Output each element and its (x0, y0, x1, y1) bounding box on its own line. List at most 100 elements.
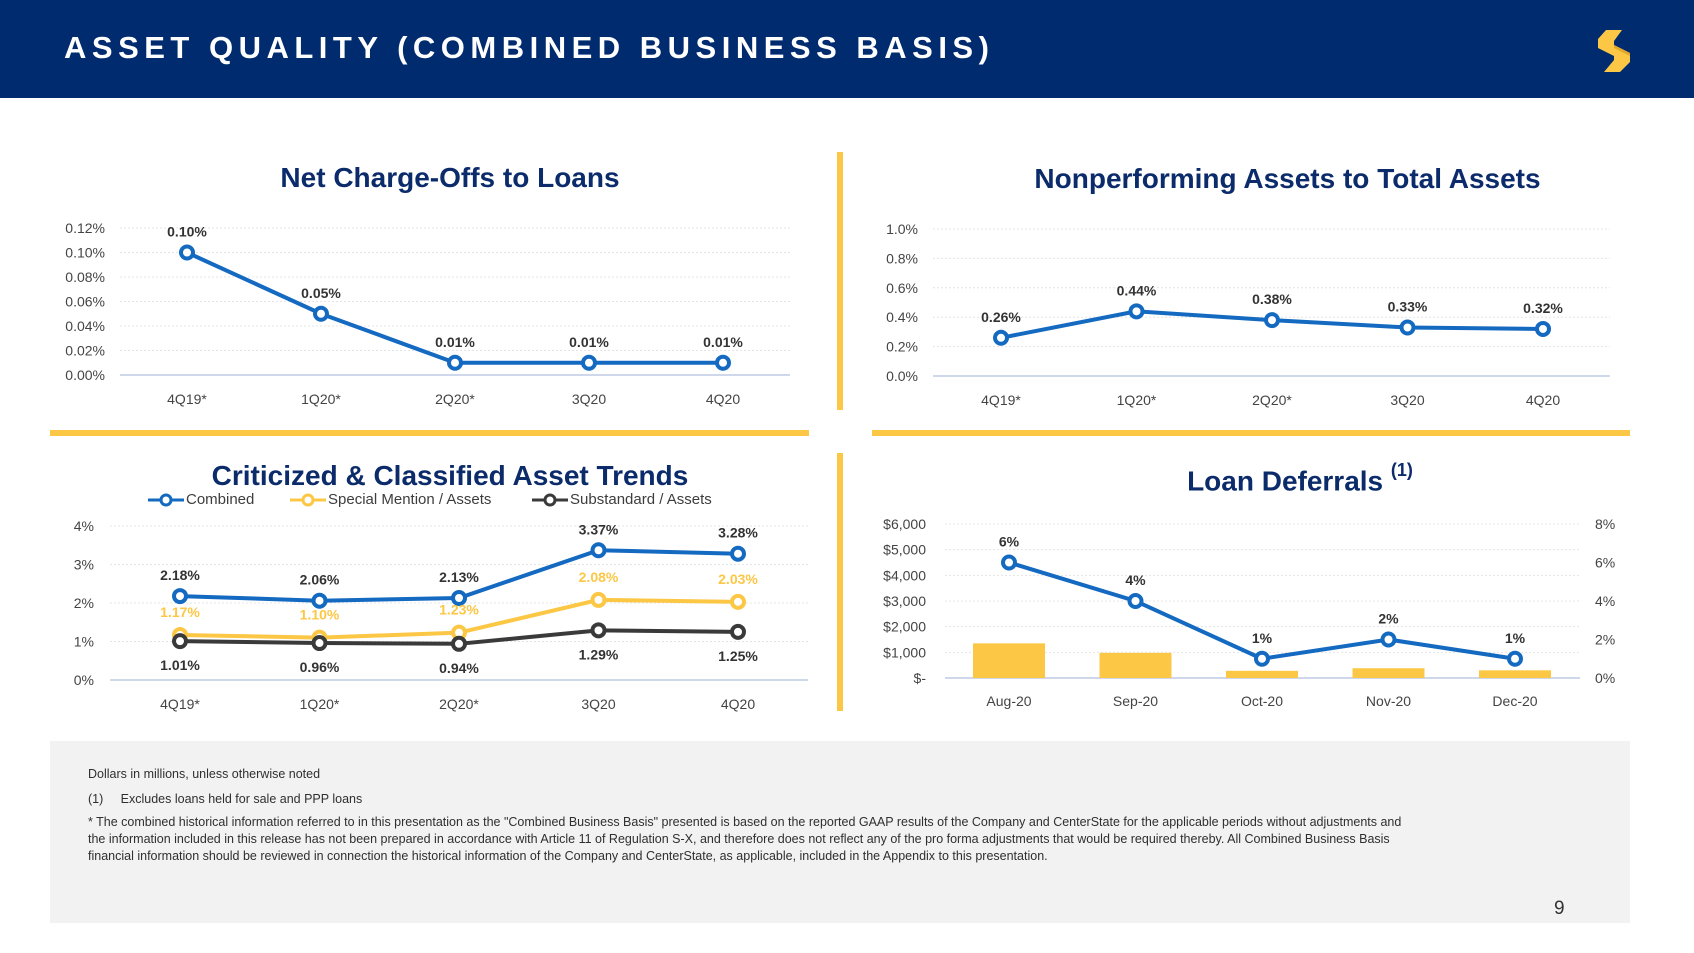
data-point (730, 623, 746, 640)
y-tick-label: 2% (74, 595, 94, 611)
y-tick-label-left: $6,000 (883, 516, 926, 532)
page-title: ASSET QUALITY (COMBINED BUSINESS BASIS) (64, 30, 995, 65)
data-label: 1.25% (718, 648, 758, 664)
legend-label-substandard: Substandard / Assets (570, 491, 712, 508)
data-point (1507, 650, 1523, 667)
data-point (590, 622, 607, 639)
x-tick-label: 4Q20 (706, 391, 740, 407)
x-tick-label: 4Q19* (167, 391, 207, 407)
footnote-panel (50, 741, 1630, 923)
page-number: 9 (1554, 898, 1565, 919)
data-point (451, 589, 467, 606)
data-point (172, 633, 188, 650)
legend-label-combined: Combined (186, 491, 255, 508)
data-point (1001, 554, 1017, 571)
legend-label-special-mention: Special Mention / Assets (328, 491, 492, 508)
y-tick-label: 0.10% (65, 245, 105, 261)
x-tick-label: Dec-20 (1492, 693, 1537, 709)
data-point (1399, 319, 1416, 336)
chart-title-loan-deferrals: Loan Deferrals (1) (1100, 460, 1500, 497)
data-label: 3.28% (718, 525, 758, 541)
data-label: 0.01% (435, 334, 475, 350)
x-tick-label: Nov-20 (1366, 693, 1411, 709)
data-point (730, 545, 746, 562)
y-tick-label-left: $5,000 (883, 542, 926, 558)
legend-marker-substandard (532, 493, 568, 507)
y-tick-label-left: $4,000 (883, 567, 926, 583)
company-logo-icon (1598, 30, 1630, 72)
x-tick-label: 3Q20 (581, 696, 615, 712)
legend-marker-combined (148, 493, 184, 507)
data-point (581, 354, 597, 371)
y-tick-label: 0% (74, 672, 94, 688)
chart-title-net-charge-offs: Net Charge-Offs to Loans (280, 162, 620, 193)
deferral-bar (1479, 670, 1551, 678)
data-label: 3.37% (579, 521, 619, 537)
loan-deferrals-title-footnote: (1) (1390, 460, 1413, 480)
data-label: 0.94% (439, 660, 479, 676)
data-point (172, 588, 188, 605)
x-tick-label: 2Q20* (435, 391, 475, 407)
y-tick-label: 0.00% (65, 367, 105, 383)
chart-title-nonperforming-assets: Nonperforming Assets to Total Assets (1034, 163, 1541, 194)
y-tick-label-left: $1,000 (883, 644, 926, 660)
y-tick-label: 0.02% (65, 343, 105, 359)
deferral-bar (973, 643, 1045, 678)
divider-horizontal-left (50, 430, 809, 436)
data-label: 2.18% (160, 567, 200, 583)
x-tick-label: 2Q20* (439, 696, 479, 712)
x-tick-label: 4Q19* (981, 392, 1021, 408)
data-point (311, 635, 328, 652)
x-tick-label: 2Q20* (1252, 392, 1292, 408)
data-label: 0.33% (1388, 298, 1428, 314)
data-label: 0.05% (301, 285, 341, 301)
data-point (590, 591, 607, 608)
data-point (1264, 312, 1280, 329)
y-tick-label: 0.0% (886, 368, 918, 384)
data-label: 2.08% (579, 569, 619, 585)
data-label: 1.17% (160, 604, 200, 620)
data-label: 2.06% (300, 572, 340, 588)
data-label: 0.01% (569, 334, 609, 350)
x-tick-label: 3Q20 (1390, 392, 1424, 408)
footnote-excludes: (1) Excludes loans held for sale and PPP… (88, 792, 363, 806)
data-label: 0.38% (1252, 291, 1292, 307)
y-tick-label: 0.04% (65, 318, 105, 334)
data-point (1535, 320, 1551, 337)
x-tick-label: 1Q20* (1117, 392, 1157, 408)
data-label: 1.10% (300, 607, 340, 623)
data-point (447, 354, 463, 371)
data-point (730, 593, 746, 610)
y-tick-label-right: 6% (1595, 555, 1615, 571)
data-label: 0.96% (300, 659, 340, 675)
data-label: 0.01% (703, 334, 743, 350)
legend-criticized-classified: Combined Special Mention / Assets Substa… (148, 491, 748, 511)
data-label: 4% (1125, 572, 1146, 588)
chart-title-criticized-classified: Criticized & Classified Asset Trends (211, 460, 689, 491)
y-tick-label: 0.12% (65, 220, 105, 236)
y-tick-label-right: 4% (1595, 593, 1615, 609)
y-tick-label: 4% (74, 518, 94, 534)
header-bar: ASSET QUALITY (COMBINED BUSINESS BASIS) (0, 0, 1694, 98)
divider-vertical-top (837, 152, 843, 410)
x-tick-label: 1Q20* (300, 696, 340, 712)
y-tick-label-right: 2% (1595, 632, 1615, 648)
x-tick-label: Oct-20 (1241, 693, 1283, 709)
y-tick-label: 0.08% (65, 269, 105, 285)
y-tick-label-left: $3,000 (883, 593, 926, 609)
x-tick-label: 4Q20 (721, 696, 755, 712)
x-tick-label: 4Q20 (1526, 392, 1560, 408)
footnote-combined-basis-3: financial information should be reviewed… (88, 849, 1048, 863)
data-point (1254, 650, 1270, 667)
data-label: 1.29% (579, 646, 619, 662)
data-point (313, 305, 329, 322)
deferral-bar (1352, 668, 1425, 678)
x-tick-label: 1Q20* (301, 391, 341, 407)
data-point (590, 542, 607, 559)
y-tick-label-right: 8% (1595, 516, 1615, 532)
y-tick-label: 0.6% (886, 280, 918, 296)
data-label: 1.01% (160, 657, 200, 673)
data-label: 0.32% (1523, 300, 1563, 316)
x-tick-label: Sep-20 (1113, 693, 1158, 709)
